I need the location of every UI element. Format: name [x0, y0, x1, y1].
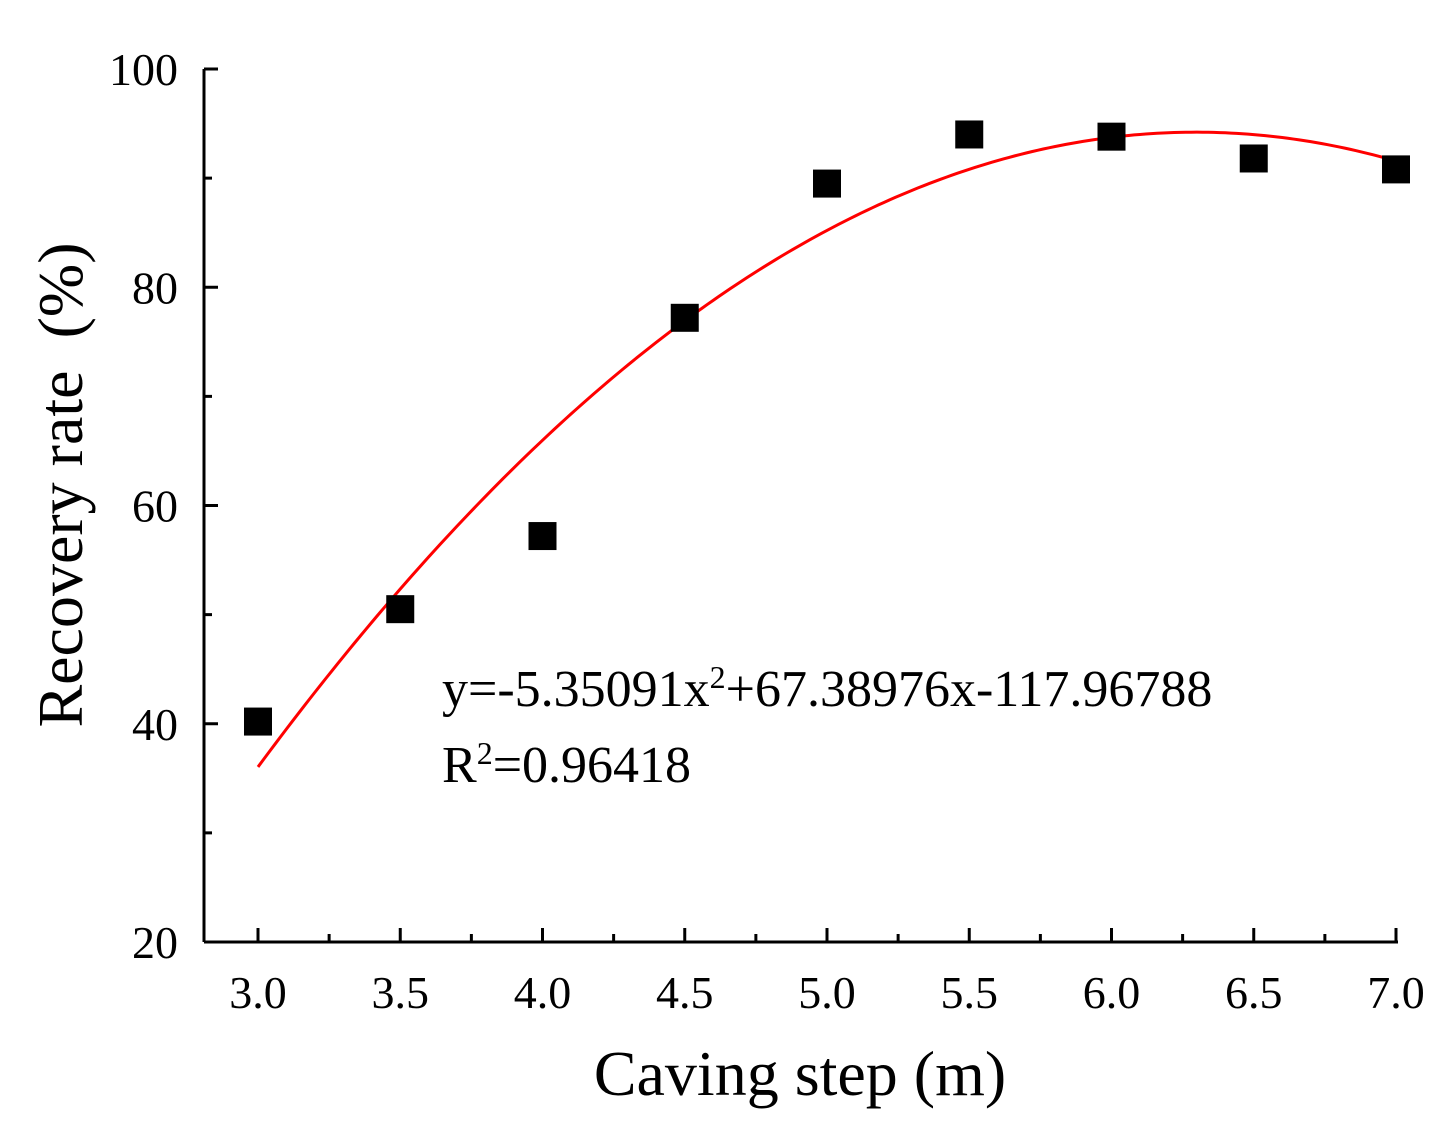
data-point: [955, 120, 984, 149]
fit-layer: [256, 130, 1397, 768]
x-tick-label: 7.0: [1367, 967, 1425, 1018]
fit-equation-rest: +67.38976x-117.96788: [726, 661, 1213, 718]
x-tick-label: 4.5: [656, 967, 714, 1018]
r-squared-label: R2=0.96418: [442, 735, 691, 794]
x-tick-label: 5.0: [798, 967, 856, 1018]
x-tick-label: 3.5: [372, 967, 430, 1018]
markers-layer: [244, 120, 1410, 736]
y-tick-label: 100: [109, 44, 178, 95]
x-tick-label: 6.0: [1083, 967, 1141, 1018]
r-squared-sup: 2: [477, 735, 493, 771]
fit-equation: y=-5.35091x2+67.38976x-117.96788: [442, 659, 1212, 718]
data-point: [528, 522, 557, 551]
data-point: [386, 595, 415, 624]
x-tick-label: 5.5: [941, 967, 999, 1018]
x-tick-label: 6.5: [1225, 967, 1283, 1018]
axes: [202, 69, 1398, 944]
data-point: [1097, 122, 1126, 151]
data-point: [813, 169, 841, 198]
fit-equation-sup: 2: [710, 659, 726, 695]
x-axis-title: Caving step (m): [594, 1038, 1006, 1109]
fit-curve: [256, 130, 1397, 768]
y-tick-label: 60: [132, 481, 178, 532]
x-tick-label: 3.0: [229, 967, 287, 1018]
y-ticks: 20 40 60 80 100: [109, 44, 218, 968]
y-axis-title: Recovery rate (%): [25, 242, 96, 727]
data-point: [1239, 144, 1268, 173]
r-squared-prefix: R: [442, 737, 477, 794]
y-tick-label: 20: [132, 917, 178, 968]
data-point: [244, 707, 272, 736]
x-tick-label: 4.0: [514, 967, 572, 1018]
y-tick-label: 40: [132, 699, 178, 750]
data-point: [1382, 155, 1410, 184]
data-point: [670, 303, 699, 332]
fit-equation-main: y=-5.35091x: [442, 661, 710, 718]
y-tick-label: 80: [132, 262, 178, 313]
x-ticks: 3.0 3.5 4.0 4.5 5.0 5.5 6.0 6.5 7.0: [229, 928, 1425, 1018]
r-squared-value: =0.96418: [493, 737, 691, 794]
